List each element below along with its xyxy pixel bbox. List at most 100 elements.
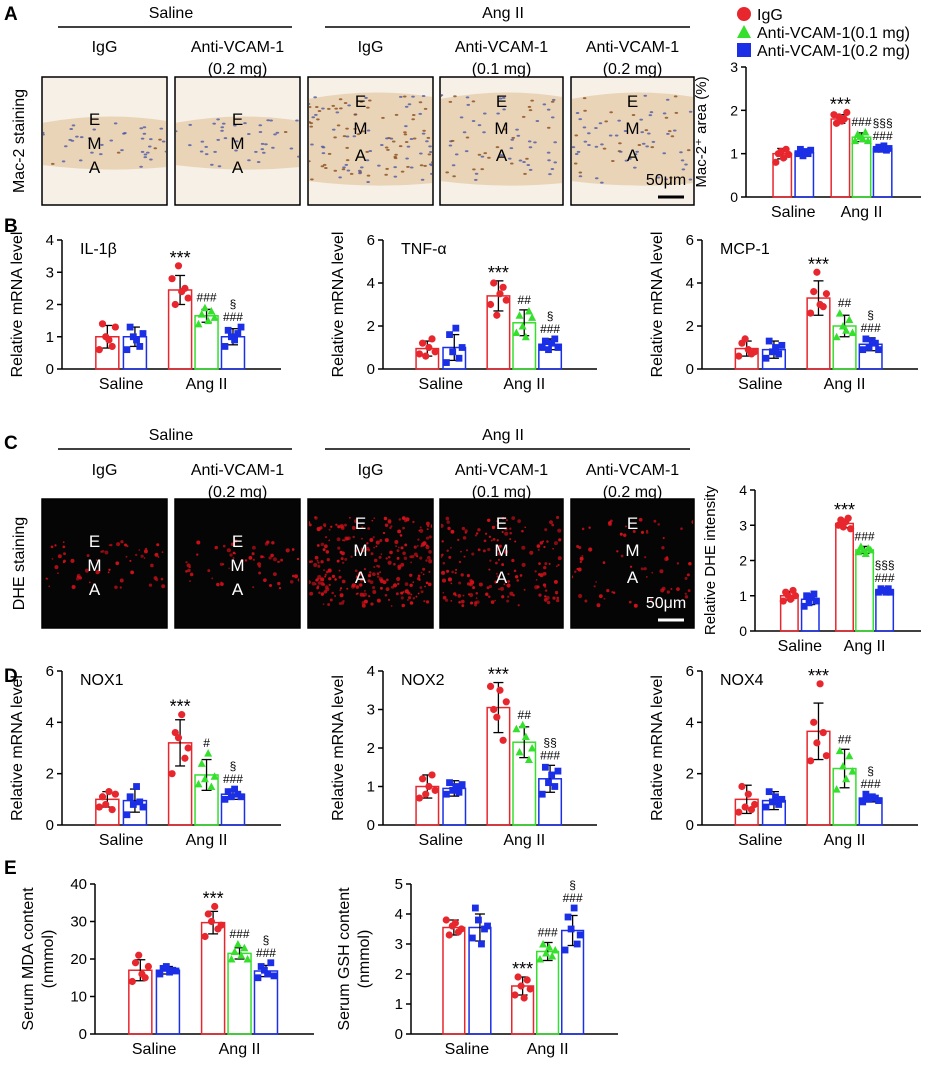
data-point xyxy=(227,793,235,801)
data-point xyxy=(741,335,749,343)
panel-c-dhe-signal xyxy=(402,526,405,530)
panel-c-dhe-signal xyxy=(387,556,391,559)
data-point xyxy=(168,275,176,283)
panel-c-dhe-signal xyxy=(352,535,355,539)
panel-c-dhe-signal xyxy=(657,523,661,526)
panel-c-dhe-signal xyxy=(501,595,505,599)
panel-c-dhe-signal xyxy=(382,531,386,535)
panel-c-dhe-signal xyxy=(342,600,345,603)
panel-c-dhe-signal xyxy=(211,577,214,580)
panel-a-cell xyxy=(618,150,623,153)
panel-c-dhe-signal xyxy=(378,600,381,602)
panel-c-tile xyxy=(570,498,695,629)
panel-c-dhe-signal xyxy=(428,559,432,564)
panel-c-dhe-signal xyxy=(485,592,489,597)
panel-a-cell xyxy=(233,124,237,127)
panel-c-dhe-signal xyxy=(606,589,610,593)
panel-c-dhe-signal xyxy=(280,558,284,562)
panel-c-dhe-signal xyxy=(475,532,479,535)
panel-c-dhe-signal xyxy=(501,563,505,566)
panel-c-dhe-signal xyxy=(460,573,464,577)
y-axis-label: Relative mRNA level xyxy=(649,675,666,821)
panel-c-dhe-signal xyxy=(633,603,638,608)
panel-c-dhe-signal xyxy=(545,595,550,600)
panel-a-cell xyxy=(640,131,645,134)
data-point xyxy=(524,306,533,315)
panel-c-dhe-signal xyxy=(640,530,645,534)
panel-c-dhe-signal xyxy=(552,596,556,600)
data-point xyxy=(486,300,495,309)
data-point xyxy=(858,134,867,142)
panel-c-dhe-signal xyxy=(233,539,238,543)
panel-a-cell xyxy=(164,150,166,153)
panel-c-dhe-signal xyxy=(572,540,573,542)
panel-c-dhe-signal xyxy=(340,557,344,561)
data-point xyxy=(512,328,521,336)
panel-a-cell xyxy=(260,148,265,151)
panel-c-dhe-signal xyxy=(116,542,121,547)
data-point xyxy=(478,940,485,948)
panel-a-cell xyxy=(316,118,320,121)
panel-c-dhe-signal xyxy=(490,539,493,542)
panel-c-dhe-signal xyxy=(535,579,538,581)
legend-label: Anti-VCAM-1(0.2 mg) xyxy=(757,43,910,60)
panel-a-cell xyxy=(649,111,654,114)
panel-c-dhe-signal xyxy=(154,552,159,557)
panel-a-cell xyxy=(624,159,629,162)
y-tick-label: 4 xyxy=(739,482,747,498)
panel-a-cell xyxy=(216,138,221,141)
y-tick-label: 1 xyxy=(46,329,54,346)
panel-c-dhe-signal xyxy=(519,574,523,577)
panel-a-cell xyxy=(147,145,152,148)
y-axis-label: Relative mRNA level xyxy=(9,232,26,378)
data-point xyxy=(843,108,851,117)
data-point xyxy=(848,767,857,775)
panel-c-dhe-signal xyxy=(446,520,450,524)
panel-a-cell xyxy=(686,149,691,152)
panel-c-dhe-signal xyxy=(334,595,336,597)
bar xyxy=(227,952,252,1035)
panel-c-dhe-signal xyxy=(410,593,413,596)
y-tick-label: 0 xyxy=(46,817,54,834)
significance-annotation: ## xyxy=(838,296,852,310)
data-point xyxy=(541,763,549,771)
panel-a-cell xyxy=(199,150,204,153)
panel-c-column-title: Anti-VCAM-1 xyxy=(455,462,548,479)
panel-c-dhe-signal xyxy=(344,557,348,561)
panel-a-cell xyxy=(368,150,373,153)
panel-a-cell xyxy=(366,106,370,109)
data-point xyxy=(865,344,873,351)
bar xyxy=(875,589,895,632)
panel-c-dhe-signal xyxy=(516,579,519,582)
x-tick-label: Ang II xyxy=(219,1041,261,1058)
panel-c-tile xyxy=(439,498,564,629)
panel-c-dhe-signal xyxy=(397,566,401,571)
panel-a-cell xyxy=(360,166,364,169)
panel-a-cell xyxy=(487,156,491,159)
panel-c-dhe-signal xyxy=(544,589,548,592)
panel-c-column-title: Anti-VCAM-1 xyxy=(191,462,284,479)
panel-c-dhe-signal xyxy=(370,602,374,606)
panel-a-cell xyxy=(587,132,591,135)
panel-c-dhe-signal xyxy=(362,550,365,553)
panel-a-cell xyxy=(665,98,670,101)
panel-a-cell xyxy=(522,160,526,163)
significance-annotation: ### xyxy=(875,571,895,585)
panel-c-dhe-signal xyxy=(445,598,449,602)
panel-c-dhe-signal xyxy=(417,574,421,578)
panel-c-dhe-signal xyxy=(507,580,510,583)
significance-annotation: *** xyxy=(488,665,509,685)
panel-c-dhe-signal xyxy=(114,585,118,589)
panel-a-cell xyxy=(526,164,531,167)
panel-c-dhe-signal xyxy=(426,528,429,531)
data-point xyxy=(415,794,424,802)
panel-c-dhe-signal xyxy=(293,574,299,579)
panel-c-dhe-signal xyxy=(383,516,388,521)
panel-a-cell xyxy=(345,135,350,138)
panel-c-dhe-signal xyxy=(346,587,349,590)
panel-a-cell xyxy=(633,153,638,156)
panel-a-cell xyxy=(407,103,412,106)
panel-c-dhe-signal xyxy=(384,523,389,527)
panel-a-cell xyxy=(684,163,688,166)
data-point xyxy=(425,343,433,352)
